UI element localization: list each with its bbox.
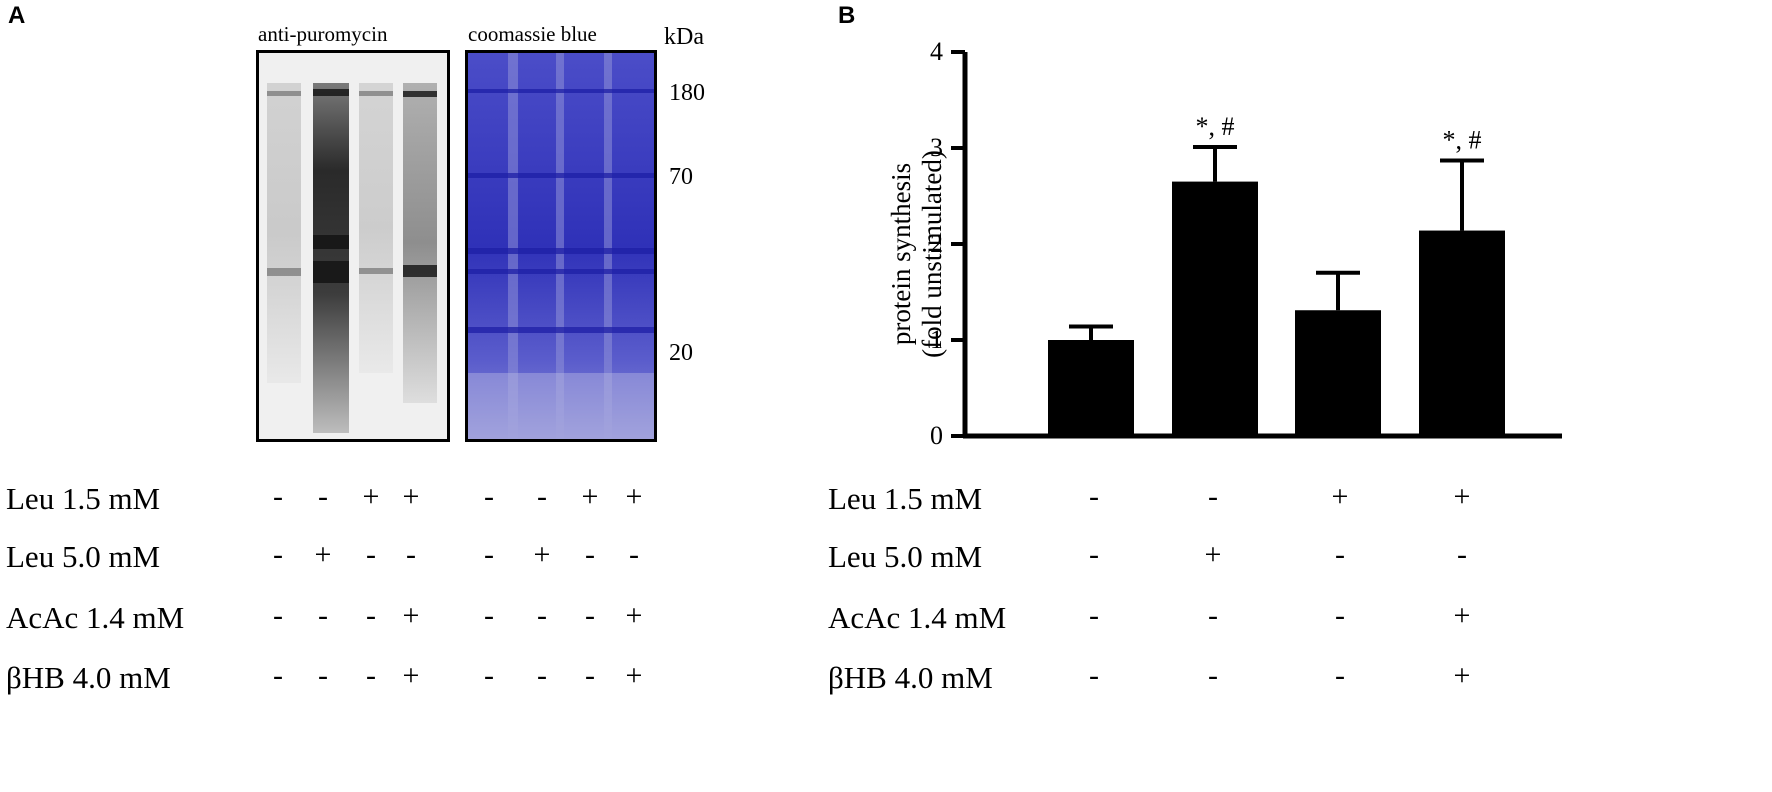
y-tick-label: 4	[930, 37, 943, 66]
blot-left-symbol: -	[406, 538, 416, 571]
blot-right-symbol: -	[585, 659, 595, 692]
condition-label-left-leu15: Leu 1.5 mM	[6, 481, 161, 516]
blot-left-symbol: -	[366, 659, 376, 692]
blot-right-symbol: -	[585, 599, 595, 632]
chart-table-symbol: -	[1335, 599, 1345, 632]
chart-table-symbol: -	[1335, 659, 1345, 692]
chart-table-symbol: -	[1089, 659, 1099, 692]
chart-table-symbol: +	[1204, 538, 1222, 571]
blot-right-symbol: +	[625, 659, 643, 692]
coomassie-blue-blot-image	[468, 53, 654, 439]
blot-left-symbol: -	[318, 659, 328, 692]
blot-left-symbol: +	[402, 599, 420, 632]
chart-table-symbol: -	[1335, 538, 1345, 571]
panel-a-label: A	[8, 2, 26, 29]
blot-right-symbol: -	[537, 599, 547, 632]
blot-left-symbol: -	[366, 599, 376, 632]
condition-label-right-leu15: Leu 1.5 mM	[828, 481, 983, 516]
blot-right-symbol: -	[629, 538, 639, 571]
blot-right-symbol: +	[625, 599, 643, 632]
condition-label-right-bhb: βHB 4.0 mM	[828, 660, 993, 695]
blot-left-symbol: +	[362, 480, 380, 513]
condition-label-right-acac: AcAc 1.4 mM	[828, 600, 1007, 635]
chart-table-symbol: -	[1089, 538, 1099, 571]
bar	[1048, 340, 1134, 436]
bar	[1419, 230, 1505, 436]
significance-annotation: *, #	[1443, 125, 1482, 154]
blot-left-symbol: +	[402, 659, 420, 692]
blot-left-symbol: -	[273, 538, 283, 571]
kda-marker-20: 20	[669, 340, 693, 366]
blot-right-symbol: +	[533, 538, 551, 571]
chart-table-symbol: -	[1208, 599, 1218, 632]
blot-right-symbol: -	[537, 659, 547, 692]
kda-marker-70: 70	[669, 164, 693, 190]
condition-label-left-acac: AcAc 1.4 mM	[6, 600, 185, 635]
bar	[1172, 181, 1258, 436]
condition-label-left-leu50: Leu 5.0 mM	[6, 539, 161, 574]
blot-left-symbol: -	[366, 538, 376, 571]
blot-right-symbol: -	[484, 659, 494, 692]
chart-table-symbol: -	[1089, 480, 1099, 513]
blot-right-symbol: +	[581, 480, 599, 513]
y-tick-label: 0	[930, 421, 943, 450]
y-axis-label-line1: protein synthesis	[886, 163, 916, 345]
chart-table-symbol: +	[1453, 599, 1471, 632]
protein-synthesis-bar-chart: 0 1 2 3 4 protein synthesis (fold unstimulated…	[886, 37, 1562, 450]
condition-label-right-leu50: Leu 5.0 mM	[828, 539, 983, 574]
blot-right-symbol: -	[484, 538, 494, 571]
blot-left-symbol: -	[273, 599, 283, 632]
kda-marker-180: 180	[669, 80, 705, 106]
chart-table-symbol: +	[1453, 480, 1471, 513]
y-tick-label: 1	[930, 325, 943, 354]
chart-table-symbol: -	[1208, 659, 1218, 692]
condition-label-left-bhb: βHB 4.0 mM	[6, 660, 171, 695]
chart-table-symbol: +	[1331, 480, 1349, 513]
y-tick-label: 2	[930, 229, 943, 258]
blot-right-symbol: -	[537, 480, 547, 513]
panel-b-label: B	[838, 2, 856, 29]
chart-table-symbol: -	[1089, 599, 1099, 632]
blot-right-symbol: +	[625, 480, 643, 513]
blot-right-title: coomassie blue	[468, 22, 597, 46]
blot-right-symbol: -	[484, 480, 494, 513]
blot-right-symbol: -	[585, 538, 595, 571]
blot-left-symbol: -	[318, 599, 328, 632]
blot-left-symbol: -	[273, 480, 283, 513]
significance-annotation: *, #	[1196, 112, 1235, 141]
y-tick-label: 3	[930, 133, 943, 162]
bar	[1295, 310, 1381, 436]
chart-table-symbol: +	[1453, 659, 1471, 692]
blot-left-symbol: +	[402, 480, 420, 513]
chart-table-symbol: -	[1457, 538, 1467, 571]
blot-left-symbol: -	[273, 659, 283, 692]
anti-puromycin-blot-image	[267, 83, 437, 433]
coomassie-blue-blot	[465, 50, 657, 442]
anti-puromycin-blot	[256, 50, 450, 442]
chart-table-symbol: -	[1208, 480, 1218, 513]
blot-left-symbol: -	[318, 480, 328, 513]
blot-left-symbol: +	[314, 538, 332, 571]
blot-right-symbol: -	[484, 599, 494, 632]
y-axis-label-line2: (fold unstimulated)	[917, 150, 947, 358]
kda-header: kDa	[664, 24, 704, 50]
blot-left-title: anti-puromycin	[258, 22, 388, 46]
